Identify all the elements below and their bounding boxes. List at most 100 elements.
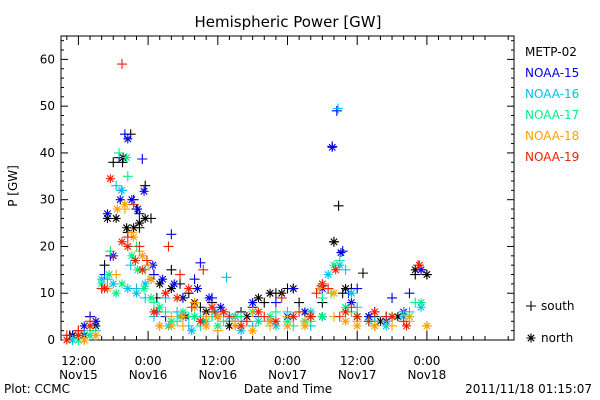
point-noaa-19-north [331, 265, 341, 275]
point-noaa-19-south [108, 250, 119, 261]
point-noaa-19-north [288, 312, 298, 322]
x-tick-label: 0:00 [274, 354, 301, 368]
point-noaa-15-south [137, 154, 148, 165]
point-noaa-16-north [346, 288, 356, 298]
point-noaa-19-south [122, 232, 133, 243]
point-noaa-19-south [134, 241, 145, 252]
data-points [61, 59, 432, 345]
chart-title: Hemispheric Power [GW] [195, 13, 382, 31]
point-noaa-19-north [387, 312, 397, 322]
point-noaa-19-north [341, 307, 351, 317]
point-noaa-19-north [149, 307, 159, 317]
point-noaa-17-south [398, 306, 409, 317]
point-noaa-15-south [166, 229, 177, 240]
point-noaa-18-north [137, 251, 147, 261]
point-metp-02-south [99, 260, 110, 271]
point-noaa-16-north [271, 321, 281, 331]
point-noaa-19-north [137, 265, 147, 275]
point-noaa-17-north [133, 265, 143, 275]
point-noaa-15-north [300, 307, 310, 317]
point-noaa-15-south [352, 283, 363, 294]
legend-noaa-15: NOAA-15 [525, 66, 579, 80]
point-metp-02-south [259, 297, 270, 308]
point-metp-02-south [333, 200, 344, 211]
point-metp-02-north [129, 223, 139, 233]
point-noaa-17-south [160, 306, 171, 317]
y-tick-label: 20 [40, 239, 55, 253]
x-tick-date-label: Nov17 [338, 368, 377, 382]
point-noaa-18-north [300, 321, 310, 331]
point-noaa-17-north [416, 298, 426, 308]
point-noaa-15-north [91, 316, 101, 326]
point-noaa-15-north [158, 274, 168, 284]
legend: METP-02 NOAA-15 NOAA-16 NOAA-17 NOAA-18 NOAA-… [525, 45, 579, 164]
point-noaa-18-north [341, 316, 351, 326]
point-noaa-17-north [117, 279, 127, 289]
legend-marker-north: north [541, 331, 573, 345]
point-noaa-16-north [123, 284, 133, 294]
y-axis: 0 10 20 30 40 50 60 [40, 40, 514, 347]
point-metp-02-north [422, 270, 432, 280]
point-noaa-16-north [116, 185, 126, 195]
y-tick-label: 10 [40, 286, 55, 300]
point-metp-02-south [166, 264, 177, 275]
point-noaa-18-north [146, 274, 156, 284]
point-noaa-16-south [125, 260, 136, 271]
point-noaa-19-north [62, 335, 72, 345]
point-noaa-15-north [416, 265, 426, 275]
point-noaa-19-south [116, 59, 127, 70]
point-noaa-15-north [133, 204, 143, 214]
point-metp-02-north [134, 218, 144, 228]
point-noaa-15-north [127, 195, 137, 205]
plot-area [60, 35, 515, 341]
point-noaa-17-south [122, 171, 133, 182]
point-noaa-19-south [209, 306, 220, 317]
point-noaa-19-north [207, 302, 217, 312]
point-metp-02-north [329, 237, 339, 247]
point-noaa-16-north [416, 302, 426, 312]
point-noaa-15-north [169, 279, 179, 289]
point-noaa-18-north [283, 321, 292, 331]
point-noaa-16-north [108, 279, 118, 289]
point-noaa-18-north [248, 326, 258, 336]
point-noaa-16-south [111, 180, 122, 191]
point-noaa-19-north [402, 321, 412, 331]
point-metp-02-north [102, 213, 112, 223]
point-metp-02-north [265, 288, 275, 298]
point-noaa-19-north [85, 321, 95, 331]
legend-star-icon [526, 333, 536, 343]
point-noaa-16-south [333, 103, 344, 114]
point-noaa-19-south [276, 292, 287, 303]
point-noaa-15-south [404, 288, 415, 299]
point-metp-02-south [140, 180, 151, 191]
point-noaa-19-north [130, 255, 140, 265]
point-noaa-17-north [146, 293, 156, 303]
y-tick-label: 30 [40, 193, 55, 207]
point-noaa-18-north [314, 284, 324, 294]
point-noaa-16-north [132, 288, 141, 298]
point-noaa-15-south [270, 297, 281, 308]
point-noaa-17-south [270, 306, 281, 317]
point-noaa-18-south [387, 320, 398, 331]
legend-noaa-16: NOAA-16 [525, 87, 579, 101]
point-noaa-17-north [178, 307, 188, 317]
point-metp-02-north [410, 265, 420, 275]
point-metp-02-north [140, 213, 150, 223]
point-noaa-19-north [161, 288, 171, 298]
point-noaa-19-north [352, 312, 362, 322]
point-noaa-17-north [85, 330, 95, 340]
x-tick-label: 12:00 [61, 354, 96, 368]
point-noaa-19-north [306, 312, 316, 322]
point-noaa-15-south [288, 283, 299, 294]
point-noaa-18-north [265, 316, 275, 326]
point-noaa-19-north [414, 260, 424, 270]
point-noaa-17-north [329, 260, 339, 270]
point-noaa-17-north [190, 312, 200, 322]
point-noaa-19-north [172, 293, 182, 303]
point-noaa-19-north [317, 279, 327, 289]
point-noaa-15-north [192, 284, 202, 294]
y-tick-label: 50 [40, 99, 55, 113]
point-noaa-15-south [119, 129, 130, 140]
x-tick-date-label: Nov16 [198, 368, 237, 382]
point-noaa-19-south [175, 269, 186, 280]
